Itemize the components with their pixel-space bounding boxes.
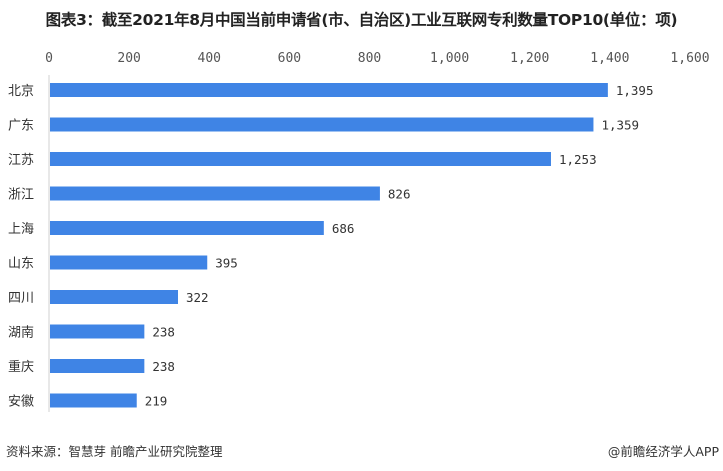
x-tick-label: 800 bbox=[358, 51, 381, 66]
data-label: 1,395 bbox=[616, 83, 654, 98]
x-tick-label: 1,400 bbox=[590, 51, 629, 66]
bar bbox=[50, 186, 380, 201]
x-tick-label: 600 bbox=[278, 51, 301, 66]
bar bbox=[50, 117, 594, 132]
bar bbox=[50, 324, 145, 339]
data-label: 1,253 bbox=[559, 152, 597, 167]
data-label: 395 bbox=[215, 256, 238, 271]
x-tick-label: 0 bbox=[45, 51, 53, 66]
category-label: 江苏 bbox=[8, 152, 34, 168]
data-label: 219 bbox=[145, 394, 168, 409]
x-tick-label: 400 bbox=[198, 51, 221, 66]
bar bbox=[50, 221, 324, 235]
x-tick-label: 1,200 bbox=[510, 51, 549, 66]
x-tick-label: 1,600 bbox=[670, 51, 709, 66]
bar bbox=[50, 152, 551, 166]
chart-title: 图表3：截至2021年8月中国当前申请省(市、自治区)工业互联网专利数量TOP1… bbox=[45, 11, 678, 29]
category-label: 重庆 bbox=[8, 359, 34, 375]
category-label: 安徽 bbox=[8, 395, 34, 410]
category-label: 山东 bbox=[8, 257, 34, 272]
credit-note: @前瞻经济学人APP bbox=[607, 444, 719, 459]
bar bbox=[50, 255, 208, 270]
bar bbox=[50, 83, 608, 97]
data-label: 322 bbox=[186, 290, 209, 305]
data-label: 686 bbox=[332, 221, 355, 236]
category-label: 上海 bbox=[8, 222, 34, 237]
category-label: 四川 bbox=[8, 291, 34, 306]
bar bbox=[50, 290, 179, 304]
category-label: 湖南 bbox=[8, 325, 34, 341]
data-label: 238 bbox=[152, 325, 175, 340]
data-label: 238 bbox=[152, 359, 175, 374]
data-label: 1,359 bbox=[601, 118, 639, 133]
category-label: 北京 bbox=[8, 84, 34, 99]
category-label: 浙江 bbox=[8, 188, 34, 203]
source-note: 资料来源：智慧芽 前瞻产业研究院整理 bbox=[6, 444, 223, 459]
data-label: 826 bbox=[388, 187, 411, 202]
category-label: 广东 bbox=[8, 119, 34, 134]
x-tick-label: 1,000 bbox=[430, 51, 469, 66]
x-tick-label: 200 bbox=[117, 51, 140, 66]
bar bbox=[50, 393, 137, 408]
bar bbox=[50, 359, 145, 373]
